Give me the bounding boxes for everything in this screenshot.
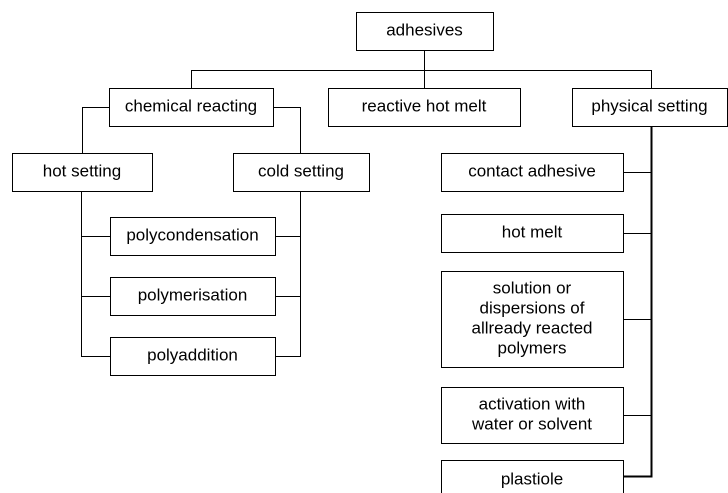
node-label: activation with (479, 394, 586, 413)
node-box (109, 88, 274, 127)
node-label: chemical reacting (125, 96, 257, 115)
node-label: solution or (493, 278, 572, 297)
connector (623, 126, 653, 478)
node: polycondensation (110, 217, 276, 256)
connector (275, 191, 301, 357)
connectors (81, 50, 653, 478)
node-box (441, 460, 624, 493)
node-box (12, 153, 153, 192)
node-label: hot setting (43, 161, 121, 180)
node: cold setting (233, 153, 370, 192)
node-label: polymers (498, 338, 567, 357)
node-box (110, 337, 276, 376)
node-box (441, 271, 624, 368)
node-box (233, 153, 370, 192)
node: hot setting (12, 153, 153, 192)
node-label: polycondensation (126, 225, 258, 244)
node: contact adhesive (441, 153, 624, 192)
node-box (441, 214, 624, 253)
node-label: contact adhesive (468, 161, 596, 180)
node: reactive hot melt (328, 88, 521, 127)
node-label: polyaddition (147, 345, 238, 364)
node: polymerisation (110, 277, 276, 316)
node-label: cold setting (258, 161, 344, 180)
node: plastiole (441, 460, 624, 493)
node-label: hot melt (502, 222, 563, 241)
node-label: reactive hot melt (362, 96, 487, 115)
connector (82, 107, 109, 153)
node-box (441, 153, 624, 192)
node: adhesives (356, 12, 494, 51)
connector (273, 107, 301, 153)
node-box (356, 12, 494, 51)
node-label: physical setting (591, 96, 707, 115)
node: chemical reacting (109, 88, 274, 127)
node-box (328, 88, 521, 127)
connector (81, 191, 110, 357)
node: hot melt (441, 214, 624, 253)
node-label: plastiole (501, 469, 563, 488)
node-box (110, 277, 276, 316)
node-label: polymerisation (138, 285, 248, 304)
node-box (441, 387, 624, 444)
node-label: dispersions of (480, 298, 585, 317)
node-label: water or solvent (471, 414, 592, 433)
node: polyaddition (110, 337, 276, 376)
node-label: adhesives (386, 20, 463, 39)
node: physical setting (572, 88, 728, 127)
node-box (110, 217, 276, 256)
node-box (572, 88, 728, 127)
node-label: allready reacted (472, 318, 593, 337)
